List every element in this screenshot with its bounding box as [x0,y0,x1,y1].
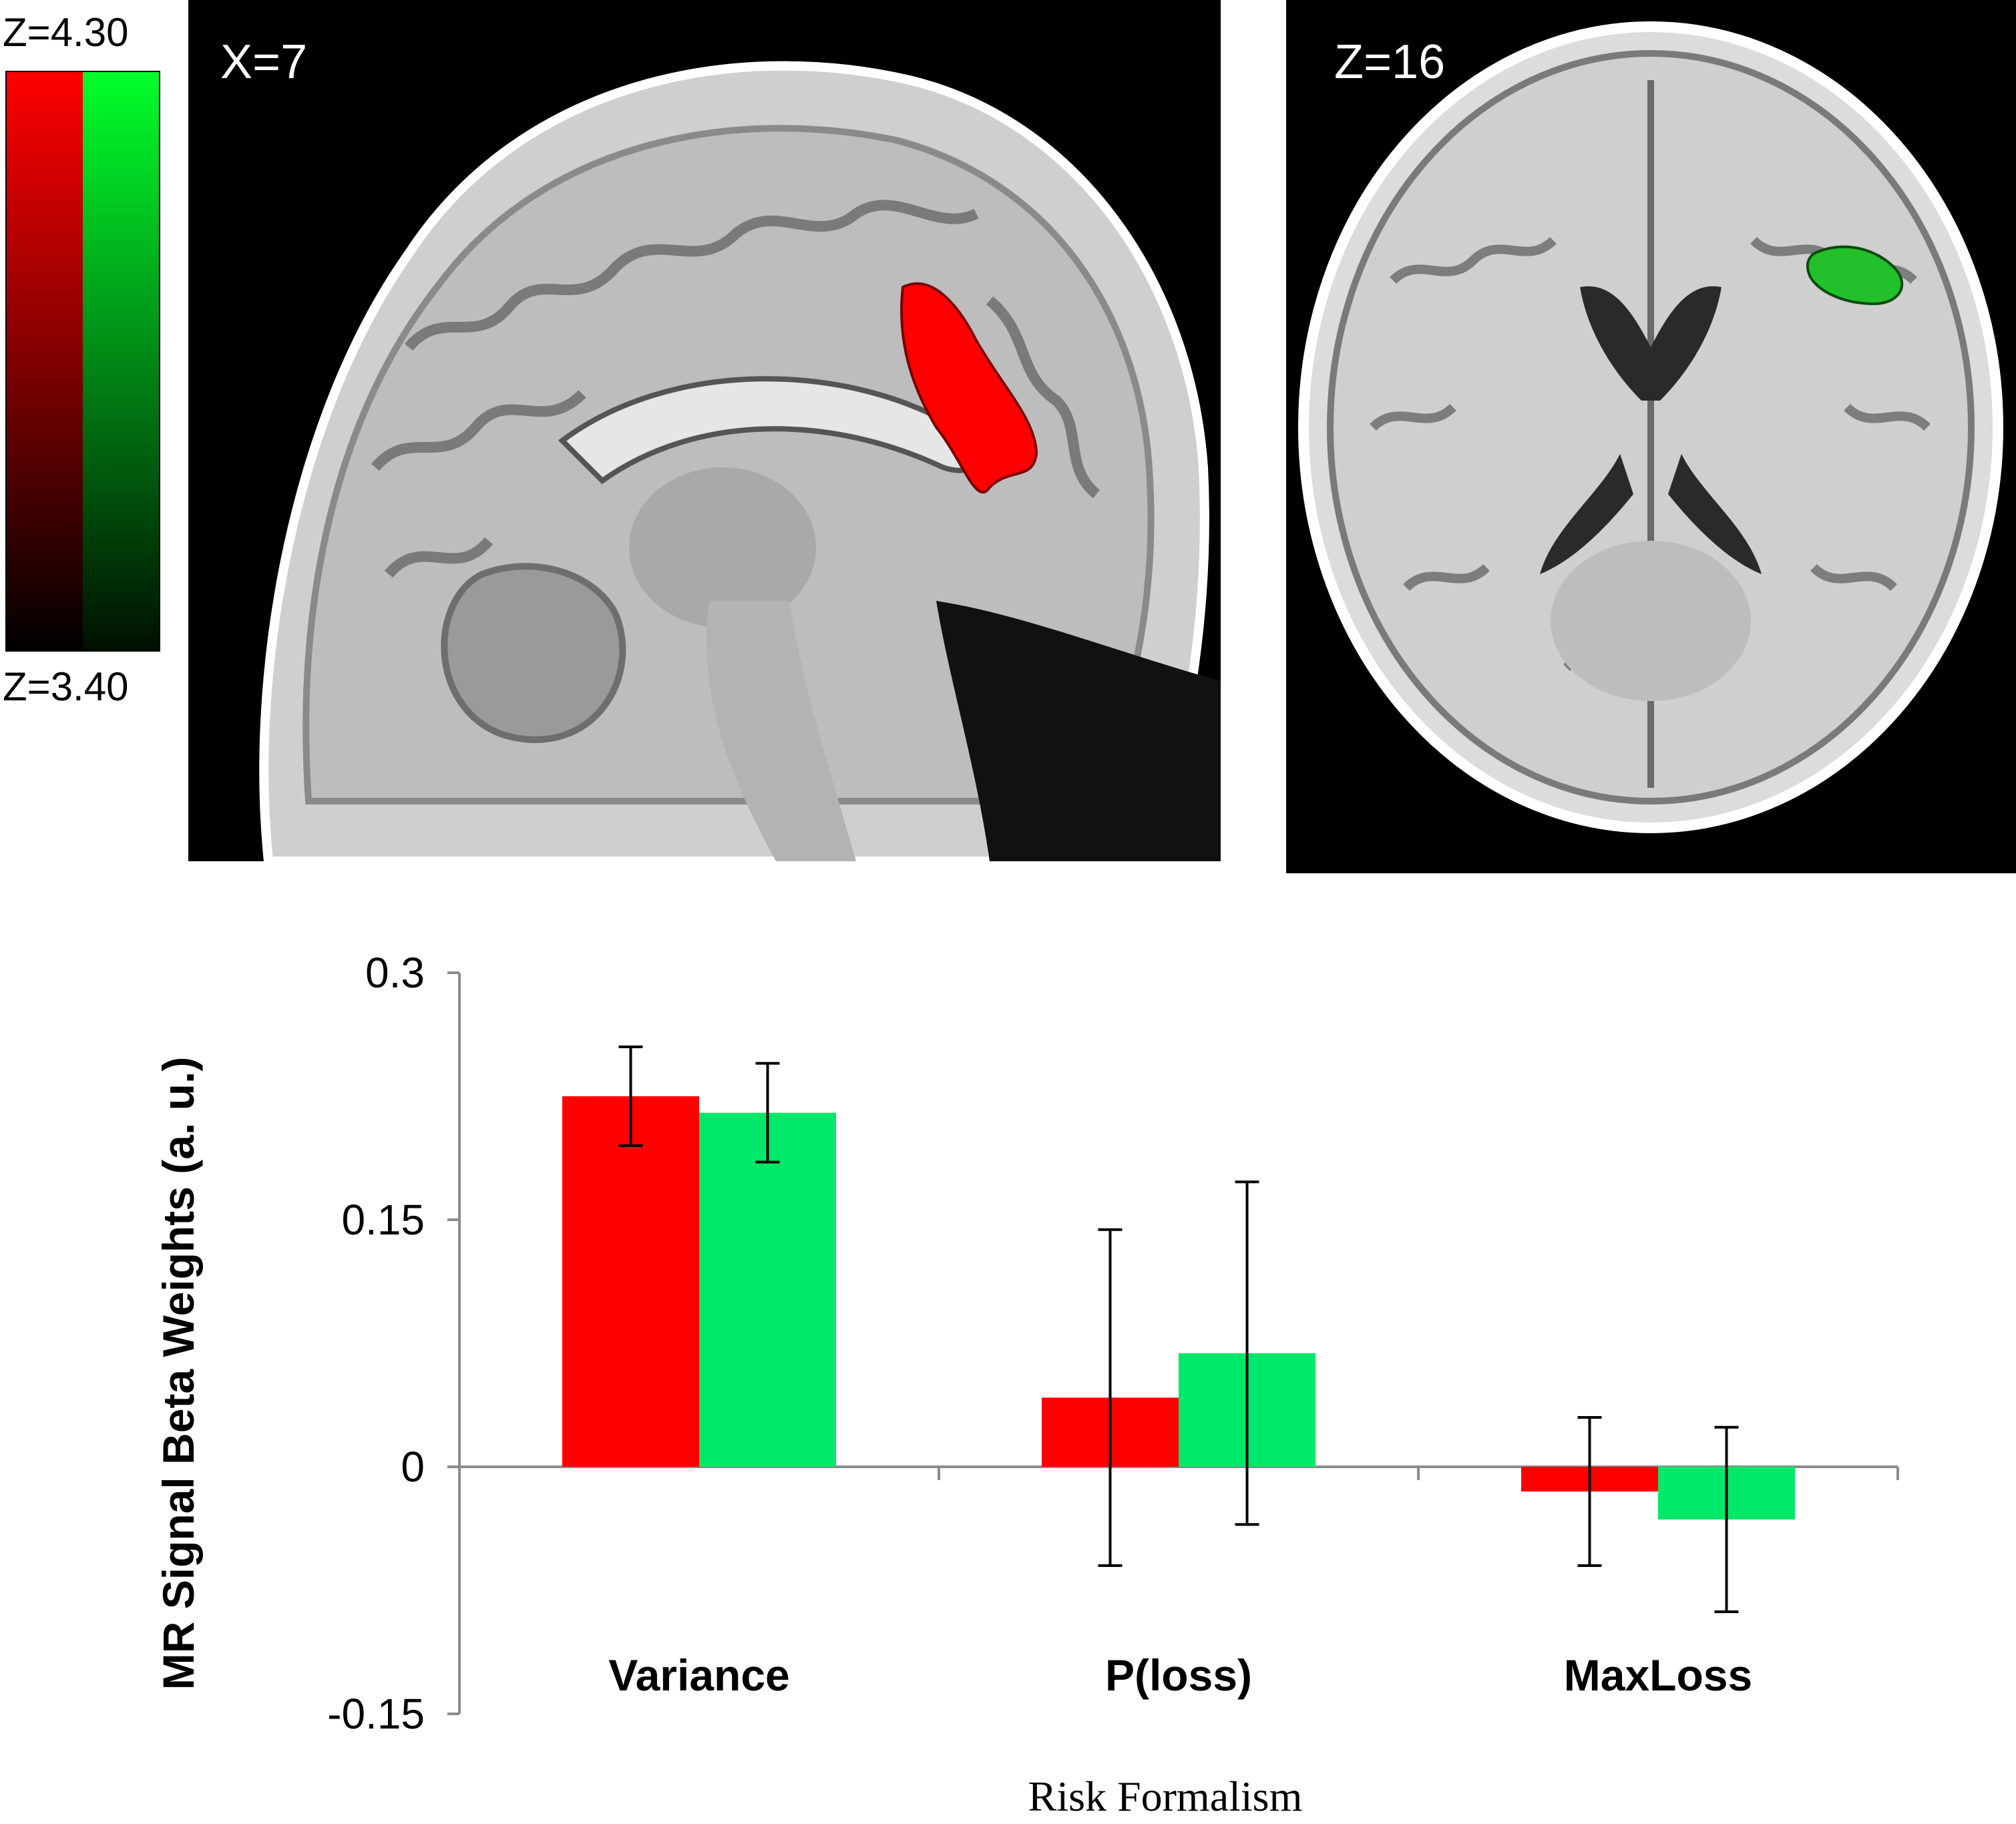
bar-variance-series-1 [562,1096,699,1467]
colorbar-bottom-label: Z=3.40 [3,664,129,709]
y-tick-label: 0 [401,1443,425,1491]
category-label: P(loss) [1105,1650,1252,1700]
sagittal-activation-cluster [900,282,1038,494]
axial-slice-label: Z=16 [1334,35,1446,89]
y-tick-label: 0.15 [341,1196,425,1244]
axial-activation-cluster [1806,245,1904,306]
y-tick-label: 0.3 [365,949,425,997]
colorbar-red-scale [7,72,83,650]
colorbar-top-label: Z=4.30 [3,10,129,55]
chart-labels: MR Signal Beta Weights (a. u.) Risk Form… [154,949,1752,1820]
axial-brain-image [1298,21,2003,833]
chart-error-bars [618,1046,1739,1614]
y-axis-label: MR Signal Beta Weights (a. u.) [154,1057,203,1690]
bar-variance-series-2 [699,1112,836,1467]
sagittal-brain-image [259,61,1221,861]
category-label: MaxLoss [1564,1650,1752,1700]
colorbar [5,71,160,652]
category-label: Variance [608,1650,790,1700]
y-tick-label: -0.15 [327,1690,425,1738]
colorbar-green-scale [83,72,159,650]
chart-bars [562,1096,1795,1520]
beta-weights-bar-chart: MR Signal Beta Weights (a. u.) Risk Form… [154,949,1899,1820]
sagittal-brain-panel: X=7 [188,0,1221,861]
axial-brain-panel: Z=16 [1286,0,2016,873]
x-axis-label: Risk Formalism [1028,1773,1303,1820]
sagittal-slice-label: X=7 [220,35,308,89]
